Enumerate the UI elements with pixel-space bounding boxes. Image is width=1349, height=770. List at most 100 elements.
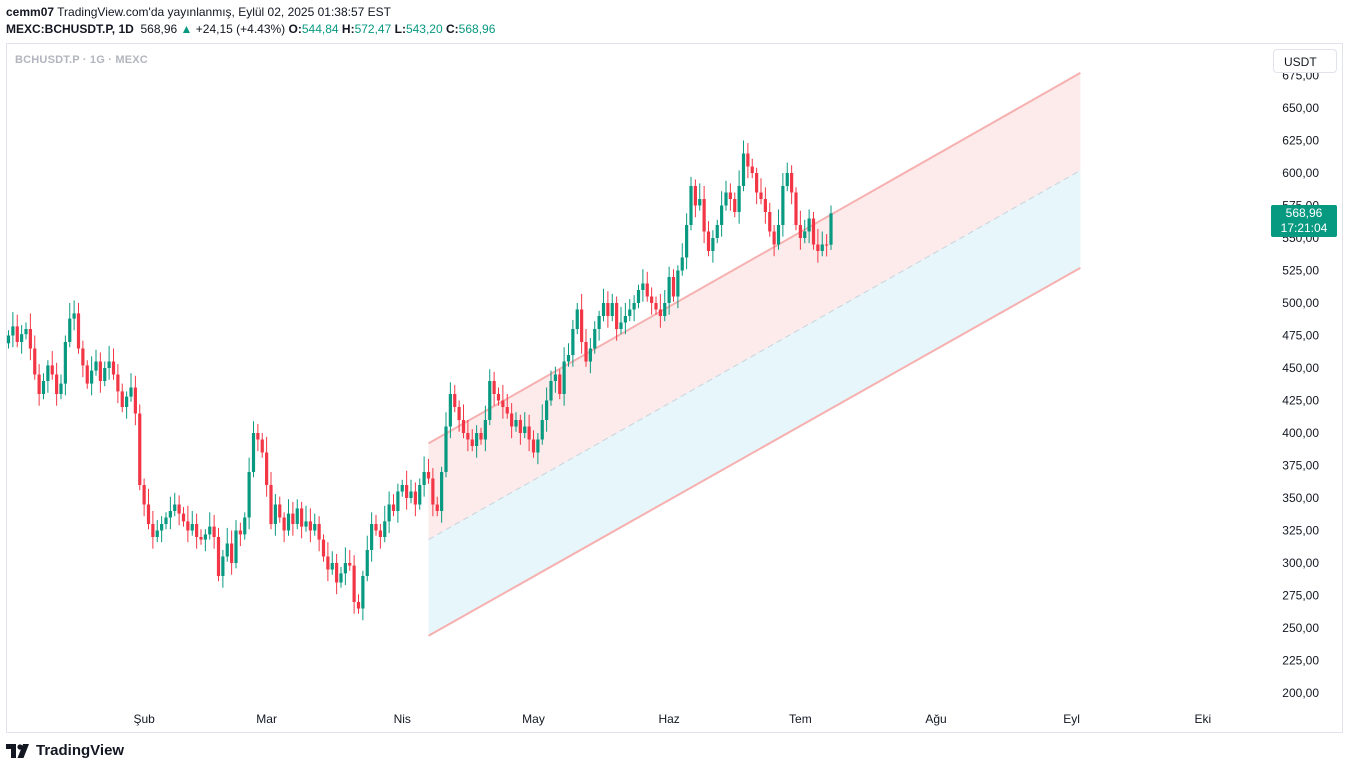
y-tick-label: 450,00 bbox=[1282, 361, 1319, 375]
candle-body bbox=[505, 407, 509, 414]
candle-body bbox=[440, 472, 444, 511]
candle-body bbox=[610, 303, 614, 316]
tradingview-logo-icon bbox=[6, 743, 29, 758]
brand-text: TradingView bbox=[36, 742, 125, 759]
candle-body bbox=[308, 521, 312, 531]
tradingview-logo[interactable]: TradingView bbox=[6, 742, 124, 759]
candle-body bbox=[693, 186, 697, 206]
candle-body bbox=[190, 524, 194, 531]
x-tick-label: Tem bbox=[789, 712, 812, 726]
candle-body bbox=[400, 485, 404, 492]
candle-body bbox=[160, 524, 164, 531]
candle-body bbox=[575, 309, 579, 329]
candle-body bbox=[46, 365, 50, 381]
candle-body bbox=[781, 186, 785, 225]
candle-body bbox=[300, 508, 304, 527]
candle-body bbox=[588, 348, 592, 362]
candle-body bbox=[798, 225, 802, 238]
candle-body bbox=[772, 231, 776, 245]
candle-body bbox=[41, 381, 46, 394]
candle-body bbox=[470, 439, 474, 446]
candle-body bbox=[453, 394, 457, 407]
candle-body bbox=[553, 374, 557, 381]
candle-body bbox=[549, 381, 553, 401]
candle-body bbox=[98, 361, 102, 381]
candle-body bbox=[680, 257, 684, 271]
candle-body bbox=[435, 504, 439, 511]
candle-body bbox=[6, 335, 11, 344]
candle-body bbox=[37, 374, 41, 394]
candle-body bbox=[295, 508, 299, 524]
author-name[interactable]: cemm07 bbox=[6, 5, 55, 19]
candle-body bbox=[483, 420, 487, 440]
candle-body bbox=[361, 576, 365, 609]
candle-body bbox=[72, 313, 76, 319]
channel-upper-line bbox=[428, 72, 1081, 445]
price-change: +24,15 (+4.43%) bbox=[195, 22, 286, 36]
candle-body bbox=[628, 309, 632, 316]
price-axis: 200,00 225,00 250,00 275,00 300,00 325,00 350,… bbox=[1282, 69, 1319, 701]
candle-body bbox=[146, 504, 151, 524]
y-tick-label: 500,00 bbox=[1282, 296, 1319, 310]
candle-body bbox=[208, 526, 212, 535]
candle-body bbox=[829, 213, 833, 245]
candle-body bbox=[501, 400, 505, 407]
candle-body bbox=[785, 173, 789, 186]
candle-body bbox=[733, 199, 737, 212]
y-tick-label: 625,00 bbox=[1282, 134, 1319, 148]
candle-body bbox=[645, 283, 649, 297]
chart-frame[interactable] bbox=[6, 43, 1343, 733]
candle-body bbox=[431, 478, 435, 505]
candle-body bbox=[28, 329, 32, 349]
candle-body bbox=[654, 303, 658, 310]
candle-body bbox=[545, 400, 549, 420]
candle-body bbox=[536, 439, 540, 453]
low-value: 543,20 bbox=[405, 22, 443, 36]
candle-body bbox=[125, 396, 129, 407]
x-tick-label: Mar bbox=[256, 712, 277, 726]
y-tick-label: 275,00 bbox=[1282, 589, 1319, 603]
channel-lower-line bbox=[428, 267, 1081, 637]
candle-body bbox=[173, 504, 177, 511]
x-tick-label: Nis bbox=[394, 712, 411, 726]
candle-body bbox=[650, 296, 654, 303]
candle-body bbox=[212, 526, 216, 537]
candle-body bbox=[715, 225, 719, 238]
candle-body bbox=[724, 192, 728, 206]
candle-body bbox=[807, 218, 811, 232]
candle-body bbox=[63, 342, 67, 384]
candle-body bbox=[514, 420, 518, 427]
candle-body bbox=[129, 387, 133, 397]
candle-body bbox=[111, 361, 116, 375]
candle-body bbox=[667, 277, 671, 303]
candle-body bbox=[566, 355, 571, 362]
candle-body bbox=[348, 563, 352, 566]
candle-body bbox=[116, 374, 120, 392]
up-triangle-icon: ▲ bbox=[180, 22, 193, 36]
price-tag-countdown: 17:21:04 bbox=[1280, 221, 1328, 235]
open-label: O: bbox=[288, 22, 302, 36]
candle-body bbox=[11, 326, 15, 336]
candle-body bbox=[133, 387, 137, 414]
y-tick-label: 400,00 bbox=[1282, 426, 1319, 440]
high-label: H: bbox=[341, 22, 355, 36]
candle-body bbox=[330, 563, 334, 570]
y-tick-label: 350,00 bbox=[1282, 491, 1319, 505]
candle-body bbox=[492, 381, 496, 394]
currency-button[interactable]: USDT bbox=[1273, 49, 1337, 73]
candle-body bbox=[321, 539, 326, 557]
candle-body bbox=[181, 513, 186, 522]
candle-body bbox=[641, 283, 645, 290]
candle-body bbox=[168, 511, 172, 518]
candle-body bbox=[601, 303, 606, 316]
candle-body bbox=[356, 602, 361, 609]
symbol-label[interactable]: MEXC:BCHUSDT.P, 1D bbox=[6, 22, 134, 36]
candle-body bbox=[720, 205, 724, 225]
candle-body bbox=[584, 342, 588, 362]
candle-body bbox=[706, 231, 711, 251]
candle-body bbox=[413, 491, 417, 505]
candle-body bbox=[68, 318, 72, 342]
candle-body bbox=[488, 381, 492, 420]
candle-body bbox=[790, 173, 794, 193]
